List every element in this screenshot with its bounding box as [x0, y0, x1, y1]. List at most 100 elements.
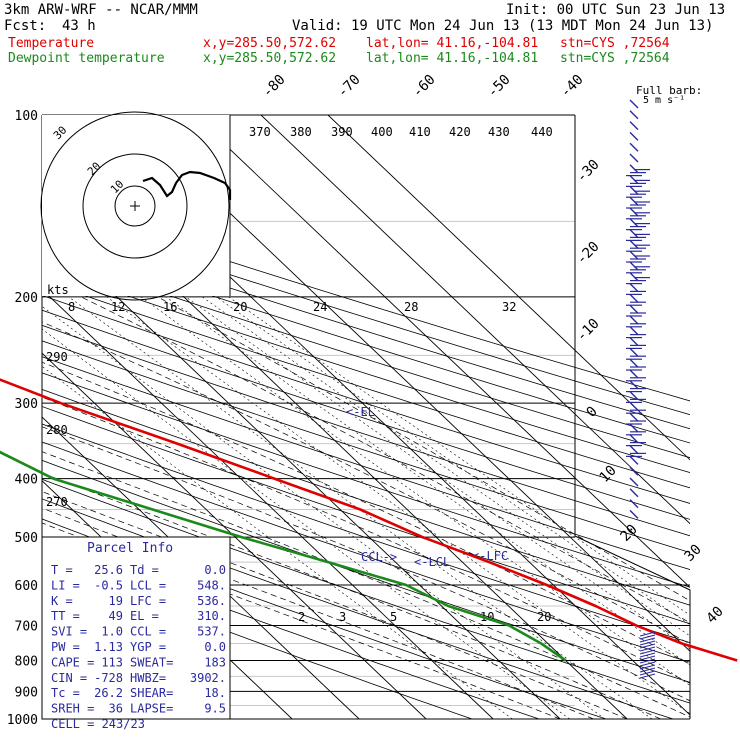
theta-label-left: 290 [46, 350, 68, 364]
mixing-ratio-line [140, 296, 690, 686]
wind-barb-staff [629, 207, 639, 217]
parcel-value: 1.13 [94, 640, 123, 654]
parcel-key: T = [51, 563, 73, 577]
parcel-value2: 0.0 [204, 640, 226, 654]
moist-adiabat [42, 522, 561, 719]
mixing-ratio-label-low: 3 [339, 610, 346, 624]
parcel-key2: SHEAR= [130, 686, 173, 700]
parcel-key: LI = [51, 578, 80, 592]
temperature-xy: x,y=285.50,572.62 [203, 36, 337, 51]
valid-time: Valid: 19 UTC Mon 24 Jun 13 (13 MDT Mon … [292, 18, 714, 34]
isotherm-label-top: -40 [558, 72, 587, 101]
wind-barb-staff [629, 499, 639, 509]
theta-label-top: 430 [488, 125, 510, 139]
wind-barb-staff [629, 110, 639, 120]
isotherm-label-top: -60 [410, 72, 439, 101]
parcel-cell: CELL = 243/23 [51, 717, 145, 731]
wind-barb-staff [629, 445, 639, 455]
isotherm-label-right: 30 [682, 542, 705, 565]
hodo-ring-30 [40, 111, 230, 301]
wind-barb-staff [629, 218, 639, 228]
wind-barb-staff [629, 412, 639, 422]
parcel-key2: LCL = [130, 578, 166, 592]
dry-adiabat [42, 280, 690, 489]
isotherm [193, 115, 690, 589]
wind-barb-staff [629, 164, 639, 174]
mixing-ratio-label-low: 2 [298, 610, 305, 624]
parcel-value2: 3902. [190, 671, 226, 685]
dry-adiabat [42, 406, 690, 625]
wind-barb-staff [629, 358, 639, 368]
wind-barb-staff [629, 229, 639, 239]
parcel-box [41, 536, 231, 720]
parcel-value2: 9.5 [204, 702, 226, 716]
theta-label-left: 280 [46, 423, 68, 437]
parcel-title: Parcel Info [87, 541, 173, 556]
wind-barb-low [639, 646, 656, 652]
wind-barb-staff [629, 466, 639, 476]
temperature-latlon: lat,lon= 41.16,-104.81 [366, 36, 539, 51]
parcel-info-box: Parcel Info T = 25.6 Td = 0.0 LI = -0.5 LCL = 54… [41, 536, 231, 731]
parcel-key: SVI = [51, 625, 87, 639]
wind-barb-staff [629, 153, 639, 163]
lcl-marker: <-LCL [414, 555, 450, 569]
wind-barb-low [639, 643, 656, 649]
wind-barb-staff [629, 196, 639, 206]
isotherm-label-right: -20 [574, 239, 603, 268]
parcel-key2: LFC = [130, 594, 166, 608]
moist-adiabat [42, 451, 690, 718]
wind-barb-low [639, 658, 656, 664]
mixing-ratio-line [216, 296, 690, 626]
mixing-ratio-label: 20 [233, 300, 247, 314]
isotherm [327, 115, 690, 461]
parcel-key: Tc = [51, 686, 80, 700]
theta-label-top: 380 [290, 125, 312, 139]
temperature-legend: Temperature [8, 36, 95, 51]
dewpoint-legend: Dewpoint temperature [8, 51, 165, 66]
wind-barb-staff [629, 250, 639, 260]
moist-adiabat [42, 426, 690, 702]
ccl-marker: CCL-> [361, 550, 397, 564]
wind-barb-staff [629, 293, 639, 303]
wind-barb-staff [629, 423, 639, 433]
moist-adiabat [42, 472, 661, 719]
mixing-ratio-line [228, 296, 690, 616]
mixing-ratio-line [185, 296, 690, 650]
wind-barb-staff [629, 369, 639, 379]
dry-adiabat [42, 266, 690, 474]
hodo-ring-20 [82, 153, 188, 259]
dry-adiabat [42, 389, 690, 606]
isotherm [42, 352, 427, 719]
mixing-ratio-label: 28 [404, 300, 418, 314]
pressure-label-300: 300 [15, 397, 38, 412]
isotherm [260, 115, 690, 525]
parcel-value: 1.0 [101, 625, 123, 639]
wind-barb-staff [629, 434, 639, 444]
theta-label-top: 400 [371, 125, 393, 139]
parcel-value: 19 [109, 594, 123, 608]
wind-barb-staff [629, 347, 639, 357]
isotherm-label-right: 20 [618, 522, 641, 545]
lfc-marker: <-LFC [472, 549, 508, 563]
parcel-key2: SWEAT= [130, 655, 173, 669]
wind-barb-staff [629, 315, 639, 325]
dry-adiabat [42, 225, 690, 430]
dry-adiabat [42, 478, 690, 704]
wind-barb-staff [629, 142, 639, 152]
isotherm-label-top: -80 [260, 72, 289, 101]
mixing-ratio-line [106, 296, 690, 715]
hodograph-trace [142, 170, 232, 200]
mixing-ratio-label: 12 [111, 300, 125, 314]
wind-barb-staff [629, 455, 639, 465]
mixing-ratio-line [165, 296, 690, 666]
isotherm [42, 288, 494, 719]
parcel-value: 25.6 [94, 563, 123, 577]
wind-barb-staff [629, 121, 639, 131]
wind-barb-low [639, 637, 656, 643]
parcel-key: CIN = [51, 671, 87, 685]
wind-barb-low [639, 670, 656, 676]
parcel-key: TT = [51, 609, 80, 623]
